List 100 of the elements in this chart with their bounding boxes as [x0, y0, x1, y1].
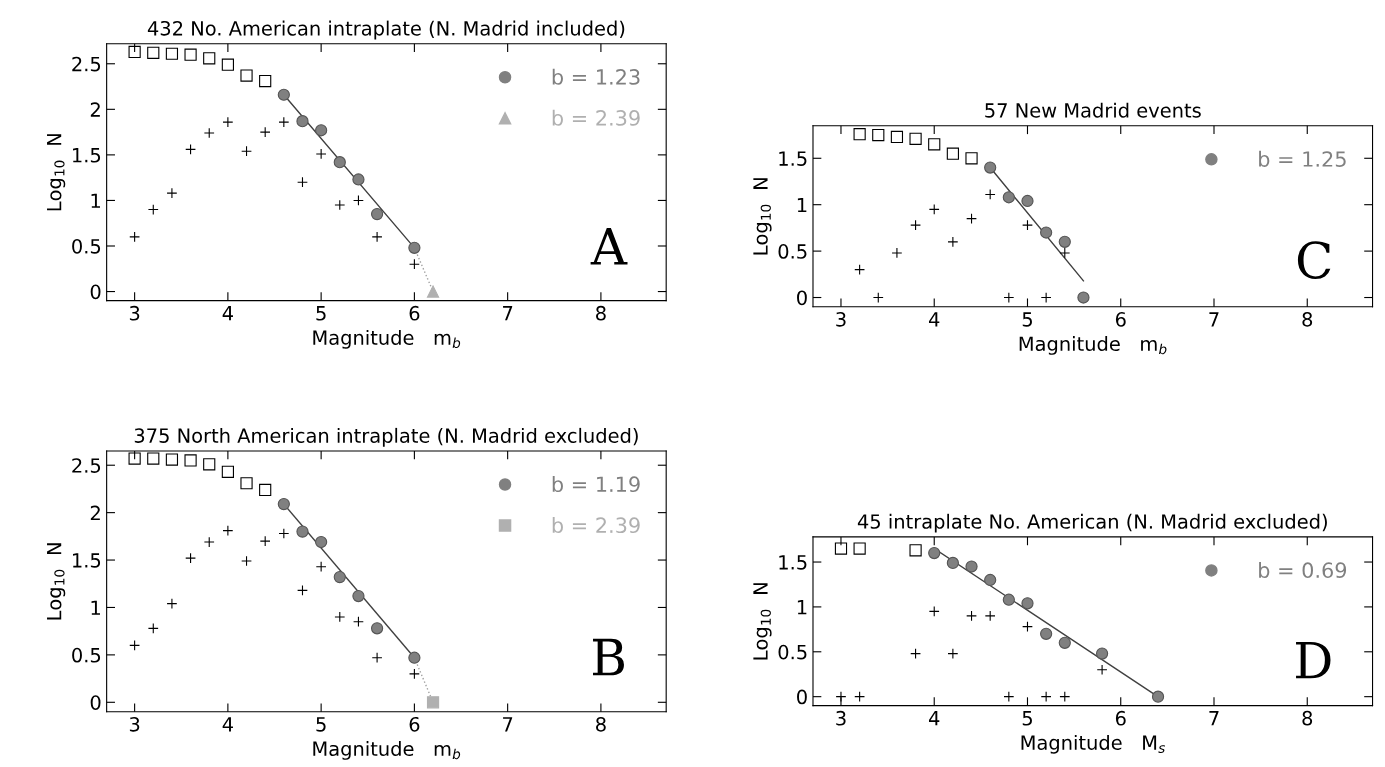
point [297, 176, 308, 188]
point [165, 47, 179, 60]
point [353, 195, 364, 206]
point [1021, 194, 1034, 208]
point [1003, 292, 1015, 303]
point [872, 128, 885, 142]
point [128, 452, 141, 465]
y-tick-label: 0 [797, 689, 807, 705]
legend-label: b = 1.19 [552, 476, 640, 493]
y-tick-label: 0.5 [778, 644, 807, 660]
point [222, 525, 234, 537]
x-tick-label: 4 [222, 717, 233, 732]
y-tick-label: 0.5 [72, 238, 101, 254]
point [296, 115, 309, 128]
point [240, 69, 253, 82]
legend-label: b = 1.23 [552, 68, 640, 85]
x-tick-label: 7 [1209, 711, 1219, 726]
point [277, 88, 290, 101]
point [353, 616, 364, 628]
point [371, 652, 383, 664]
y-axis-title: Log$_{10}$ N [47, 134, 66, 211]
legend-label: b = 2.39 [552, 516, 640, 534]
point [333, 571, 346, 584]
point [853, 542, 866, 555]
point [352, 173, 365, 186]
point [1022, 219, 1033, 231]
point [333, 156, 346, 169]
point [241, 145, 252, 157]
point [370, 622, 384, 635]
point [1040, 691, 1052, 703]
point [222, 116, 234, 128]
annotation: A [590, 228, 628, 265]
point [947, 648, 959, 659]
point [203, 536, 215, 548]
y-tick-label: 2.5 [72, 56, 101, 72]
point [147, 204, 159, 215]
y-tick-label: 0 [90, 284, 101, 300]
point [891, 247, 903, 259]
point [185, 552, 196, 564]
point [241, 555, 252, 567]
point [352, 589, 365, 603]
point [1002, 191, 1015, 204]
point [909, 132, 922, 145]
x-axis-title: Magnitude m$_{b}$ [313, 329, 461, 349]
point [1058, 636, 1071, 649]
point [259, 126, 271, 138]
x-tick-label: 5 [316, 306, 326, 321]
point [1002, 593, 1015, 606]
point [1151, 690, 1165, 703]
point [259, 535, 271, 547]
x-tick-label: 3 [129, 716, 140, 732]
chart-title: 57 New Madrid events [985, 102, 1201, 118]
point [315, 148, 327, 160]
point [259, 74, 272, 88]
point [966, 213, 977, 225]
point [928, 546, 941, 560]
point [1040, 292, 1052, 303]
point [910, 648, 921, 659]
y-axis-title: Log$_{10}$ N [47, 543, 66, 620]
point [166, 598, 178, 610]
annotation: B [593, 638, 624, 676]
point [296, 525, 309, 538]
point [890, 130, 904, 144]
point [872, 292, 884, 303]
point [1077, 291, 1090, 304]
point [853, 128, 866, 141]
point [315, 535, 328, 549]
x-axis-title: Magnitude m$_{b}$ [1019, 336, 1167, 355]
point [1022, 621, 1033, 633]
y-tick-label: 1 [91, 193, 100, 208]
point [129, 639, 141, 651]
x-tick-label: 8 [596, 305, 606, 321]
point [1096, 664, 1108, 676]
y-tick-label: 1.5 [73, 148, 101, 163]
legend-label: b = 1.25 [1259, 150, 1346, 167]
point [835, 691, 847, 703]
x-tick-label: 6 [409, 716, 420, 732]
y-axis-title: Log$_{10}$ N [753, 178, 772, 255]
point [1059, 247, 1071, 259]
point [370, 207, 384, 221]
point [1040, 226, 1053, 239]
point [928, 203, 940, 215]
point [240, 477, 253, 490]
x-tick-label: 6 [409, 305, 420, 321]
point [1003, 691, 1015, 703]
point [966, 610, 977, 622]
x-tick-label: 3 [129, 305, 140, 321]
point [128, 45, 141, 59]
point [408, 651, 421, 664]
chart-title: 375 North American intraplate (N. Madrid excluded) [134, 427, 638, 447]
point [129, 231, 141, 243]
x-tick-label: 5 [1022, 312, 1032, 327]
point [203, 52, 216, 65]
point [315, 124, 328, 137]
y-tick-label: 0.5 [72, 647, 101, 663]
x-tick-label: 4 [928, 312, 940, 327]
y-tick-label: 2 [90, 102, 100, 117]
annotation: C [1297, 241, 1331, 280]
x-tick-label: 3 [836, 710, 846, 726]
point [946, 556, 959, 570]
